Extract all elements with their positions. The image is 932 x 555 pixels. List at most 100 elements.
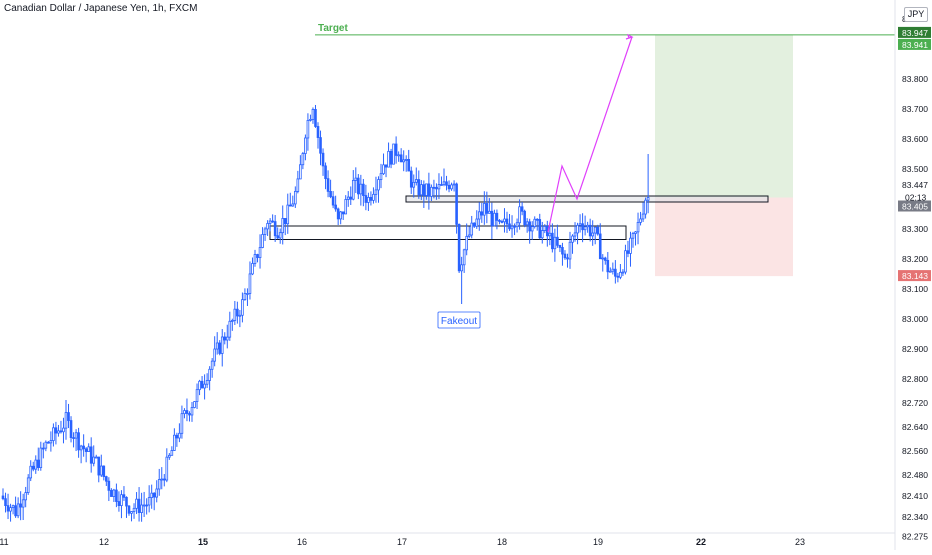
candle [621, 269, 625, 277]
candle [336, 207, 340, 226]
candle [236, 301, 239, 324]
candle [369, 191, 373, 206]
candle [460, 256, 463, 304]
candle [392, 143, 395, 165]
candle-body [417, 179, 421, 196]
candle [4, 492, 7, 513]
candle [231, 318, 234, 331]
candle [543, 224, 547, 234]
candle-body [251, 263, 254, 275]
candle-body [21, 499, 25, 508]
candle-body [19, 503, 22, 508]
candle-body [566, 257, 569, 260]
candle-body [556, 236, 559, 246]
candle-body [215, 342, 219, 350]
candle-body [624, 250, 627, 273]
candle-body [57, 430, 60, 434]
candle-body [256, 254, 259, 259]
y-tick-label: 83.100 [902, 284, 928, 294]
candle [218, 340, 222, 356]
candle [311, 107, 315, 124]
candle-body [629, 237, 632, 254]
candle [588, 218, 592, 242]
candle [505, 211, 509, 234]
candle [57, 424, 60, 437]
candle [535, 218, 539, 231]
candle-body [248, 273, 252, 294]
candle [34, 455, 38, 474]
candle-body [294, 191, 297, 205]
candle-body [538, 219, 542, 239]
candle [42, 442, 45, 459]
candle [344, 195, 348, 215]
candle-body [291, 203, 295, 207]
candle-body [319, 137, 322, 154]
candle-body [193, 401, 196, 408]
currency-badge[interactable]: JPY [904, 7, 928, 22]
candle [422, 180, 426, 208]
candle [334, 195, 337, 212]
candle-body [178, 432, 181, 439]
candle-body [170, 450, 174, 456]
candle-body [324, 165, 327, 180]
candle-body [203, 383, 206, 389]
candle [339, 210, 342, 225]
candle [266, 220, 269, 236]
candle [546, 220, 549, 247]
candle [533, 216, 537, 229]
candle [21, 493, 25, 521]
target-price-badge-2: 83.941 [902, 40, 928, 50]
candle-body [508, 223, 511, 230]
candle-body [364, 195, 368, 203]
last-price-badge: 83.405 [902, 202, 928, 212]
candle [299, 155, 302, 180]
candle [520, 202, 524, 216]
candle-body [110, 489, 113, 497]
candle-body [329, 191, 332, 198]
candle [203, 374, 206, 400]
candle-body [82, 445, 85, 450]
y-tick-label: 82.800 [902, 374, 928, 384]
candle-body [4, 498, 7, 507]
candle [598, 223, 602, 260]
candle-body [357, 177, 360, 195]
candle [639, 211, 642, 226]
candle-body [551, 232, 554, 250]
candle-body [634, 231, 637, 234]
candle [603, 256, 607, 265]
candle [407, 149, 411, 172]
candle-body [67, 412, 70, 421]
candle-body [198, 380, 201, 391]
candle [629, 231, 632, 267]
candle-body [523, 210, 526, 226]
candle [173, 428, 176, 451]
candle [160, 467, 164, 490]
candle [283, 218, 287, 236]
candle-body [402, 159, 405, 163]
candle [105, 475, 108, 487]
candle-body [304, 137, 307, 154]
candle [452, 180, 456, 192]
candle [513, 223, 516, 236]
candle-body [31, 465, 35, 470]
candle [301, 151, 305, 170]
y-tick-label: 82.640 [902, 422, 928, 432]
candle-body [281, 218, 285, 234]
candle-body [626, 250, 630, 254]
last-price-badge-bg [898, 200, 931, 212]
y-tick-label: 83.800 [902, 74, 928, 84]
candle-body [601, 257, 605, 260]
candle [457, 223, 461, 273]
candle-body [513, 225, 516, 228]
candle [115, 483, 118, 508]
y-tick-label: 83.700 [902, 104, 928, 114]
candle-body [485, 203, 489, 214]
candle-body [399, 154, 403, 163]
candle-body [477, 211, 481, 220]
candle-body [379, 173, 383, 180]
candle-body [593, 226, 597, 234]
candle [321, 148, 325, 176]
candle-body [450, 184, 453, 190]
